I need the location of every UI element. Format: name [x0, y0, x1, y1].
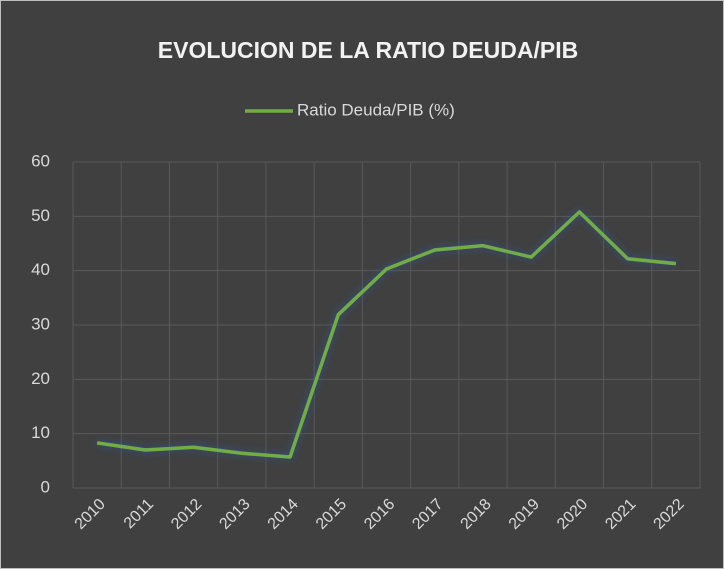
data-line [96, 210, 677, 459]
y-tick-label: 40 [31, 260, 50, 279]
y-tick-label: 20 [31, 369, 50, 388]
legend-label: Ratio Deuda/PIB (%) [297, 100, 455, 119]
y-tick-label: 60 [31, 151, 50, 170]
chart-title: EVOLUCION DE LA RATIO DEUDA/PIB [158, 37, 578, 63]
y-tick-label: 30 [31, 314, 50, 333]
y-tick-label: 50 [31, 206, 50, 225]
y-tick-label: 0 [41, 477, 50, 496]
y-tick-label: 10 [31, 423, 50, 442]
